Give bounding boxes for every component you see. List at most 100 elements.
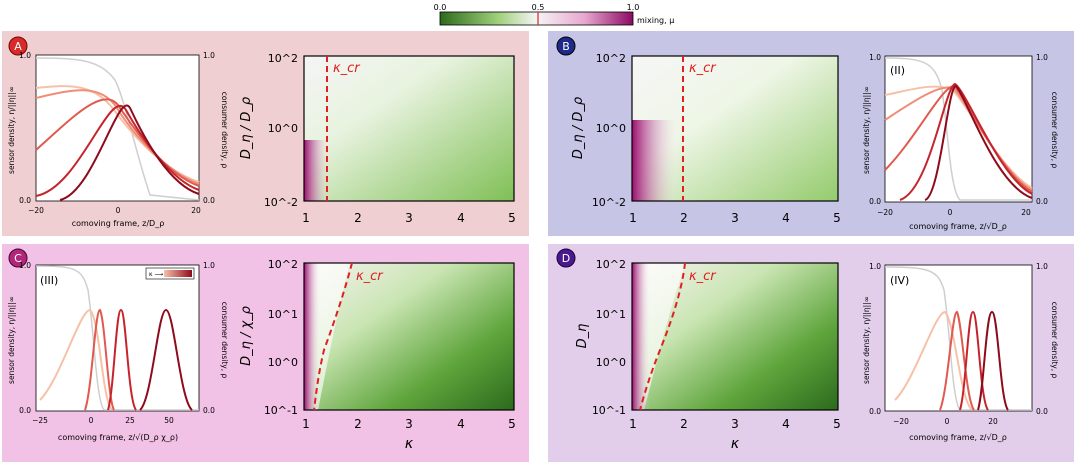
panel-D-xtick-0: −20: [893, 417, 909, 426]
colorbar-tick-0: 0.0: [434, 3, 447, 12]
panel-A-heatmap-xtick-4: 5: [508, 211, 516, 225]
panel-C-heatmap-ytick-0: 10^2: [268, 258, 298, 271]
panel-B-letter: B: [562, 40, 570, 53]
panel-D-critical-line: [639, 262, 686, 411]
panel-B-xtick-2: 20: [1021, 208, 1031, 217]
panel-A-heatmap-xtick-2: 3: [405, 211, 413, 225]
panel-B-heatmap-xtick-0: 1: [629, 211, 637, 225]
panel-D-ylabel-left: sensor density, η/||η||∞: [862, 296, 871, 384]
panel-B-ytick-right-bottom: 0.0: [1036, 197, 1048, 206]
panel-A-consumer-curve: [35, 57, 200, 201]
panel-D-curve-4: [977, 310, 1009, 411]
panel-C-roman-label: (III): [40, 274, 58, 287]
panel-A-ytick-right-bottom: 0.0: [203, 196, 215, 205]
panel-C-curve-1: [39, 308, 113, 411]
panel-B-critical-label: κ_cr: [689, 61, 717, 76]
panel-A-heatmap-frame: [303, 55, 515, 202]
panel-C-heatmap-frame: [303, 262, 515, 411]
panel-C-mixing-region: [304, 263, 320, 410]
panel-C-curve-4: [139, 308, 193, 411]
panel-D-profile-axes: [884, 264, 1033, 412]
panel-C-xtick-0: −25: [32, 416, 48, 425]
panel-B-heatmap-xtick-4: 5: [833, 211, 841, 225]
panel-B-heatmap-xtick-1: 2: [680, 211, 688, 225]
panel-C-curve-3: [107, 308, 137, 411]
panel-C-letter: C: [14, 252, 22, 265]
panel-B-curve-4: [899, 82, 1033, 201]
panel-C-heatmap-ytick-2: 10^0: [268, 356, 298, 369]
panel-A-heatmap: [304, 56, 514, 201]
panel-D-heatmap-ytick-0: 10^2: [596, 258, 626, 271]
panel-D-curve-2: [939, 310, 975, 411]
panel-A-heatmap-xtick-3: 4: [457, 211, 465, 225]
panel-B-xtick-0: −20: [877, 208, 893, 217]
panel-C: C (III) κ ⟶ 1.0 0.0 1.0 0.0 −25 0 25 50 …: [7, 248, 516, 452]
panel-A-ylabel-left: sensor density, η/||η||∞: [7, 86, 16, 174]
panel-D-heatmap-ytick-3: 10^-1: [592, 404, 626, 417]
panel-B-ytick-right-top: 1.0: [1036, 53, 1048, 62]
panel-D-heatmap-ylabel: D_η: [575, 324, 590, 349]
panel-A-badge: [8, 36, 28, 56]
panel-B-xtick-1: 0: [948, 208, 953, 217]
panel-C-heatmap-xtick-4: 5: [508, 417, 516, 431]
panel-D-xlabel: comoving frame, z/√D_ρ: [909, 433, 1007, 442]
panel-D-heatmap-ytick-1: 10^1: [596, 308, 626, 321]
panel-D-heatmap-xlabel: κ: [731, 436, 740, 452]
panel-D-heatmap-xtick-2: 3: [731, 417, 739, 431]
panel-D-curve-1: [894, 310, 973, 411]
panel-C-xtick-3: 50: [164, 416, 174, 425]
panel-D-xtick-2: 20: [988, 417, 998, 426]
panel-A-heatmap-ytick-0: 10^2: [268, 52, 298, 65]
panel-B: B κ_cr 10^2 10^0 10^-2 1 2 3 4 5 D_η / D…: [556, 36, 1059, 231]
panel-A-ytick-left-top: 1.0: [19, 51, 31, 60]
panel-A-curve-4: [35, 105, 200, 197]
panel-C-ytick-right-top: 1.0: [203, 261, 215, 270]
panel-B-curve-5: [924, 84, 1033, 201]
panel-B-ytick-left-top: 1.0: [869, 53, 881, 62]
panel-D-badge: [556, 248, 576, 268]
panel-B-roman-label: (II): [890, 64, 905, 77]
panel-A-mixing-region: [304, 140, 330, 201]
panel-D-heatmap-ytick-2: 10^0: [596, 356, 626, 369]
panel-B-ylabel-right: consumer density, ρ: [1050, 92, 1059, 169]
panel-C-curve-2: [84, 308, 115, 411]
colorbar-label: mixing, μ: [637, 16, 674, 25]
panel-A-ytick-right-top: 1.0: [203, 51, 215, 60]
panel-C-critical-line: [313, 262, 353, 411]
panel-B-ytick-left-bottom: 0.0: [869, 197, 881, 206]
panel-A-xtick-1: 0: [116, 206, 121, 215]
panel-D-ytick-right-top: 1.0: [1036, 262, 1048, 271]
panel-D-heatmap-frame: [631, 262, 839, 411]
panel-C-heatmap-xlabel: κ: [405, 436, 414, 452]
panel-A-critical-label: κ_cr: [333, 61, 361, 76]
panel-B-mixing-region: [632, 120, 678, 201]
panel-C-ytick-left-bottom: 0.0: [19, 406, 31, 415]
panel-D-heatmap-xtick-4: 5: [833, 417, 841, 431]
panel-B-heatmap-ytick-0: 10^2: [596, 52, 626, 65]
panel-B-heatmap-ytick-1: 10^0: [596, 122, 626, 135]
panel-D-ytick-left-bottom: 0.0: [869, 407, 881, 416]
panel-C-legend: κ ⟶: [145, 267, 195, 280]
colorbar: 0.0 0.5 1.0 mixing, μ: [434, 3, 674, 26]
colorbar-tick-2: 1.0: [627, 3, 640, 12]
panel-C-xlabel: comoving frame, z/√(D_ρ χ_ρ): [58, 433, 178, 442]
panel-C-heatmap-xtick-2: 3: [405, 417, 413, 431]
panel-D-roman-label: (IV): [890, 274, 909, 287]
panel-C-heatmap-xtick-3: 4: [457, 417, 465, 431]
panel-C-heatmap-ylabel: D_η / χ_ρ: [239, 305, 254, 366]
panel-A-letter: A: [14, 40, 22, 53]
panel-D-letter: D: [562, 252, 570, 265]
panel-A-ytick-left-bottom: 0.0: [19, 196, 31, 205]
panel-A-xlabel: comoving frame, z/D_ρ: [72, 219, 165, 228]
panel-A-heatmap-xtick-0: 1: [302, 211, 310, 225]
panel-B-ylabel-left: sensor density, η/||η||∞: [862, 86, 871, 174]
panel-D-heatmap-xtick-0: 1: [629, 417, 637, 431]
panel-C-consumer-curve: [35, 265, 199, 411]
panel-D-heatmap-xtick-1: 2: [680, 417, 688, 431]
panel-B-heatmap-xtick-3: 4: [782, 211, 790, 225]
panel-C-legend-label: κ ⟶: [149, 271, 163, 278]
panel-D-ytick-right-bottom: 0.0: [1036, 407, 1048, 416]
panel-C-xtick-2: 25: [125, 416, 135, 425]
panel-D-critical-label: κ_cr: [689, 269, 717, 284]
